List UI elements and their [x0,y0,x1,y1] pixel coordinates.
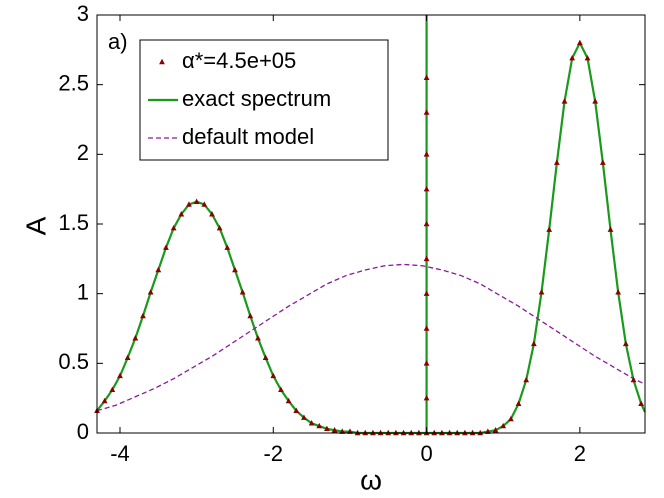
data-point [216,224,223,231]
y-tick-label: 0 [77,419,89,444]
data-point [109,386,116,393]
data-point [301,414,307,420]
data-point [423,290,430,296]
legend-marker [159,58,165,65]
y-tick-label: 0.5 [58,349,89,374]
data-line [96,263,646,412]
data-point [339,428,346,434]
data-point [423,109,430,115]
data-point [553,159,560,165]
data-point [569,54,576,61]
x-tick-label: 0 [420,441,432,466]
data-point [239,289,246,295]
y-tick-label: 3 [77,1,89,26]
data-point [178,211,185,217]
data-point [155,266,162,273]
data-point [140,312,146,319]
data-point [117,372,123,379]
data-point [507,415,514,422]
data-point [163,244,169,250]
data-point [423,255,430,262]
data-point [285,397,292,404]
x-tick-label: -4 [110,441,130,466]
data-point [423,325,430,331]
data-point [170,224,177,231]
data-point [224,244,231,250]
data-point [492,427,499,433]
data-point [255,335,261,341]
data-point [262,354,269,360]
data-point [530,340,537,347]
y-tick-label: 2.5 [58,70,89,95]
x-tick-label: -2 [263,441,283,466]
x-axis-label: ω [360,464,382,495]
data-point [576,39,583,46]
data-point [630,376,637,383]
data-point [209,211,215,217]
data-point [193,198,200,204]
y-axis-label: A [20,216,51,235]
data-point [331,427,338,433]
data-point [201,201,208,207]
data-point [423,360,430,366]
legend-label: default model [182,124,314,149]
x-tick-label: 2 [574,441,586,466]
y-tick-label: 1 [77,279,89,304]
data-point [186,201,192,207]
data-point [293,407,300,413]
data-point [423,151,430,157]
data-point [615,289,622,295]
data-point [247,312,254,319]
data-point [147,289,154,295]
data-point [347,428,353,434]
legend-box [139,39,389,161]
data-point [599,159,606,165]
data-point [638,400,645,406]
data-point [278,386,284,393]
legend-label: exact spectrum [182,86,331,111]
data-point [324,425,330,432]
data-point [546,226,553,232]
y-tick-label: 1.5 [58,210,89,235]
data-point [622,340,629,347]
data-point [308,420,315,426]
data-point [423,74,430,80]
data-point [232,266,238,273]
data-point [485,428,491,434]
data-point [270,372,277,379]
data-point [316,422,323,429]
data-point [515,400,522,406]
data-point [500,422,507,429]
data-point [101,397,108,404]
data-point [423,394,430,401]
annotation: a) [108,29,128,54]
data-point [523,376,530,383]
data-point [561,98,568,104]
data-point [584,54,591,61]
data-point [423,220,430,227]
data-point [607,226,614,232]
data-point [132,335,139,341]
data-point [592,98,599,104]
data-point [538,289,545,295]
legend-label: α*=4.5e+05 [182,48,296,73]
data-point [423,185,430,192]
y-tick-label: 2 [77,140,89,165]
data-point [124,354,131,360]
